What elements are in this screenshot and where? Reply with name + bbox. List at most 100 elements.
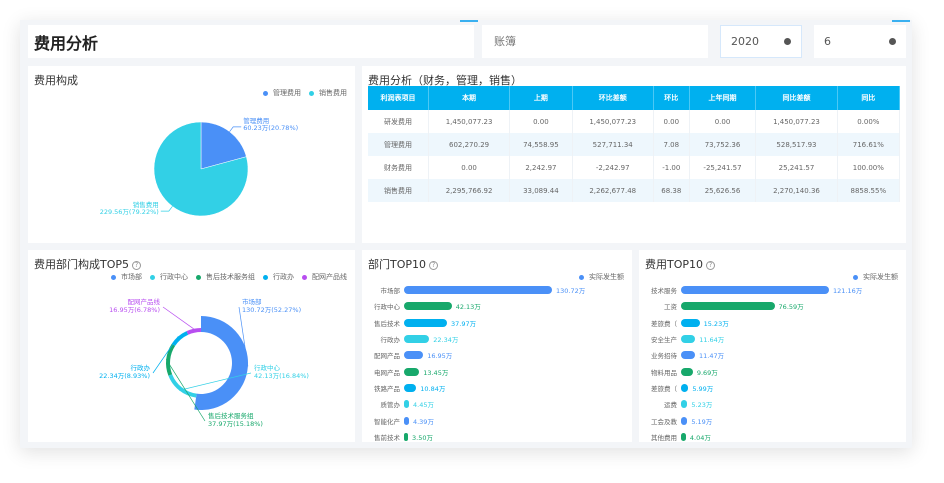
legend-item[interactable]: 实际发生额	[853, 272, 898, 282]
table-cell: 100.00%	[837, 156, 901, 179]
bar-value: 22.34万	[433, 336, 459, 345]
legend: 实际发生额	[853, 272, 898, 282]
bar-value: 3.50万	[412, 433, 433, 442]
bar[interactable]	[404, 351, 424, 360]
legend-item[interactable]: 管理费用	[263, 88, 301, 98]
table-cell: 25,241.57	[755, 156, 838, 179]
bar[interactable]	[681, 400, 688, 409]
table-cell: 74,558.95	[509, 133, 573, 156]
donut-segment[interactable]	[166, 343, 176, 376]
table-cell: 2,262,677.48	[572, 179, 654, 202]
bar[interactable]	[681, 302, 775, 311]
legend-item[interactable]: 销售费用	[309, 88, 347, 98]
year-select[interactable]: 2020	[720, 25, 802, 58]
donut-segment[interactable]	[194, 316, 249, 410]
bar-value: 13.45万	[423, 368, 449, 377]
bar[interactable]	[681, 286, 829, 295]
donut-segment[interactable]	[168, 374, 197, 398]
bar-label: 智能化产	[374, 417, 400, 426]
table-cell: -2,242.97	[572, 156, 654, 179]
label-line	[238, 306, 249, 367]
help-icon[interactable]: ?	[132, 260, 142, 270]
segment-label: 37.97万(15.18%)	[208, 420, 263, 428]
table-cell: 25,626.56	[689, 179, 757, 202]
legend-item[interactable]: 实际发生额	[579, 272, 624, 282]
bar[interactable]	[681, 351, 695, 360]
composition-card: 费用构成 管理费用 销售费用 管理费用 60.23万(20.78%) 销售费用 229…	[28, 66, 355, 243]
legend-item[interactable]: 市场部	[111, 272, 142, 282]
bar-value: 15.23万	[703, 319, 729, 328]
legend-item[interactable]: 行政办	[263, 272, 294, 282]
donut-segment[interactable]	[186, 328, 201, 335]
table-cell: 2,270,140.36	[755, 179, 838, 202]
accent-line	[892, 20, 910, 22]
dept-top10-card: 部门TOP10? 实际发生额 市场部 130.72万 行政中心 42.13万 售后技术 3…	[362, 250, 632, 442]
dashboard-window: 费用分析 2020 6 费用构成 管理费用 销售费用 管理费用60.23万(20…	[20, 20, 912, 448]
table-cell: 716.61%	[837, 133, 901, 156]
table-cell: 0.00	[653, 110, 690, 133]
month-select[interactable]: 6	[814, 25, 906, 58]
bar[interactable]	[404, 302, 452, 311]
bar[interactable]	[404, 318, 447, 327]
bar[interactable]	[404, 400, 410, 409]
bar-row: 工资 76.59万	[639, 298, 906, 314]
table-cell: 0.00	[689, 110, 757, 133]
table-cell: 1,450,077.23	[572, 110, 654, 133]
bar[interactable]	[404, 432, 408, 441]
bar[interactable]	[681, 335, 696, 344]
pie-slice[interactable]	[200, 121, 247, 170]
bar[interactable]	[404, 286, 552, 295]
bar-value: 42.13万	[455, 303, 481, 312]
column-header: 上期	[509, 86, 573, 110]
bar[interactable]	[681, 367, 693, 376]
bar[interactable]	[681, 318, 700, 327]
bar[interactable]	[404, 416, 409, 425]
segment-name: 行政中心	[254, 363, 281, 372]
help-icon[interactable]: ?	[706, 260, 716, 270]
bar-label: 配网产品	[374, 352, 400, 361]
bar-value: 5.23万	[691, 401, 713, 410]
segment-name: 市场部	[242, 297, 262, 306]
bar-value: 11.64万	[699, 336, 725, 345]
segment-label: 42.13万(16.84%)	[254, 372, 309, 380]
bar-label: 工会及教	[651, 417, 677, 426]
bar-row: 市场部 130.72万	[362, 282, 632, 298]
table-cell: 8858.55%	[837, 179, 901, 202]
bar[interactable]	[681, 432, 686, 441]
bar-row: 配网产品 16.95万	[362, 347, 632, 363]
table-cell: 研发费用	[368, 110, 429, 133]
help-icon[interactable]: ?	[429, 260, 439, 270]
legend: 管理费用 销售费用	[263, 88, 347, 98]
bar-row: 物料用品 9.69万	[639, 363, 906, 379]
table-cell: 销售费用	[368, 179, 429, 202]
bar[interactable]	[681, 416, 688, 425]
bar[interactable]	[404, 367, 420, 376]
bar[interactable]	[681, 383, 689, 392]
donut-segment[interactable]	[171, 331, 189, 346]
table-row: 财务费用 0.00 2,242.97 -2,242.97 -1.00 -25,241.57…	[368, 156, 901, 179]
bar-row: 售后技术 37.97万	[362, 315, 632, 331]
slice-label: 60.23万(20.78%)	[243, 124, 298, 132]
clear-icon[interactable]	[784, 38, 791, 45]
bar-label: 质管办	[380, 401, 401, 410]
slice-label: 229.56万(79.22%)	[100, 208, 159, 216]
ledger-input[interactable]	[482, 25, 708, 58]
bar-row: 其他费用 4.04万	[639, 429, 906, 445]
legend-item[interactable]: 行政中心	[150, 272, 188, 282]
label-line	[162, 306, 194, 330]
slice-name: 管理费用	[243, 116, 269, 125]
table-row: 管理费用 602,270.29 74,558.95 527,711.34 7.08 73,…	[368, 133, 901, 156]
legend-item[interactable]: 售后技术服务组	[196, 272, 255, 282]
label-line	[229, 126, 242, 132]
table-cell: 0.00	[509, 110, 573, 133]
clear-icon[interactable]	[889, 38, 896, 45]
bar[interactable]	[404, 383, 417, 392]
bar[interactable]	[404, 335, 430, 344]
label-line	[160, 206, 173, 212]
segment-label: 16.95万(6.78%)	[109, 306, 160, 314]
bar-row: 质管办 4.45万	[362, 396, 632, 412]
legend-item[interactable]: 配网产品线	[302, 272, 347, 282]
bar-label: 售后技术	[374, 319, 400, 328]
pie-slice[interactable]	[153, 121, 249, 217]
